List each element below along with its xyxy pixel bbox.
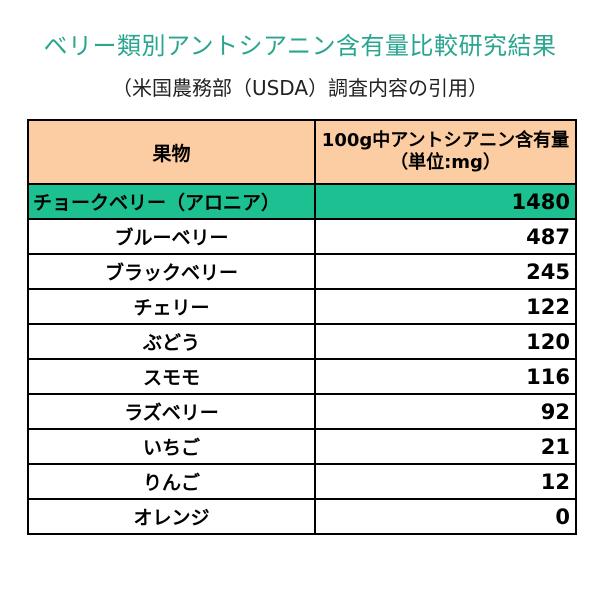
table-row: りんご 12 [27, 463, 577, 500]
fruit-name-cell: ラズベリー [27, 393, 316, 430]
table-row: オレンジ 0 [27, 498, 577, 535]
anthocyanin-value-cell: 1480 [314, 183, 577, 220]
anthocyanin-value-cell: 487 [314, 218, 577, 255]
fruit-name-cell: チョークベリー（アロニア） [27, 183, 316, 220]
anthocyanin-table: 果物 100g中アントシアニン含有量（単位:mg） チョークベリー（アロニア） 1… [27, 119, 577, 535]
page-subtitle: （米国農務部（USDA）調査内容の引用） [111, 76, 489, 100]
table-row: チョークベリー（アロニア） 1480 [27, 183, 577, 220]
anthocyanin-value-cell: 92 [314, 393, 577, 430]
page-title: ベリー類別アントシアニン含有量比較研究結果 [43, 32, 557, 60]
table-row: ブラックベリー 245 [27, 253, 577, 290]
column-header-content: 100g中アントシアニン含有量（単位:mg） [314, 119, 577, 185]
table-row: ラズベリー 92 [27, 393, 577, 430]
table-row: いちご 21 [27, 428, 577, 465]
table-row: スモモ 116 [27, 358, 577, 395]
fruit-name-cell: ブラックベリー [27, 253, 316, 290]
fruit-name-cell: チェリー [27, 288, 316, 325]
anthocyanin-value-cell: 12 [314, 463, 577, 500]
anthocyanin-value-cell: 122 [314, 288, 577, 325]
table-row: ぶどう 120 [27, 323, 577, 360]
table-row: チェリー 122 [27, 288, 577, 325]
anthocyanin-value-cell: 245 [314, 253, 577, 290]
fruit-name-cell: ぶどう [27, 323, 316, 360]
fruit-name-cell: りんご [27, 463, 316, 500]
anthocyanin-value-cell: 116 [314, 358, 577, 395]
anthocyanin-value-cell: 21 [314, 428, 577, 465]
anthocyanin-value-cell: 0 [314, 498, 577, 535]
fruit-name-cell: ブルーベリー [27, 218, 316, 255]
fruit-name-cell: スモモ [27, 358, 316, 395]
table-body: チョークベリー（アロニア） 1480 ブルーベリー 487 ブラックベリー 245 チェリー… [27, 183, 577, 535]
table-row: ブルーベリー 487 [27, 218, 577, 255]
table-header-row: 果物 100g中アントシアニン含有量（単位:mg） [27, 119, 577, 185]
fruit-name-cell: いちご [27, 428, 316, 465]
column-header-fruit: 果物 [27, 119, 316, 185]
fruit-name-cell: オレンジ [27, 498, 316, 535]
anthocyanin-value-cell: 120 [314, 323, 577, 360]
